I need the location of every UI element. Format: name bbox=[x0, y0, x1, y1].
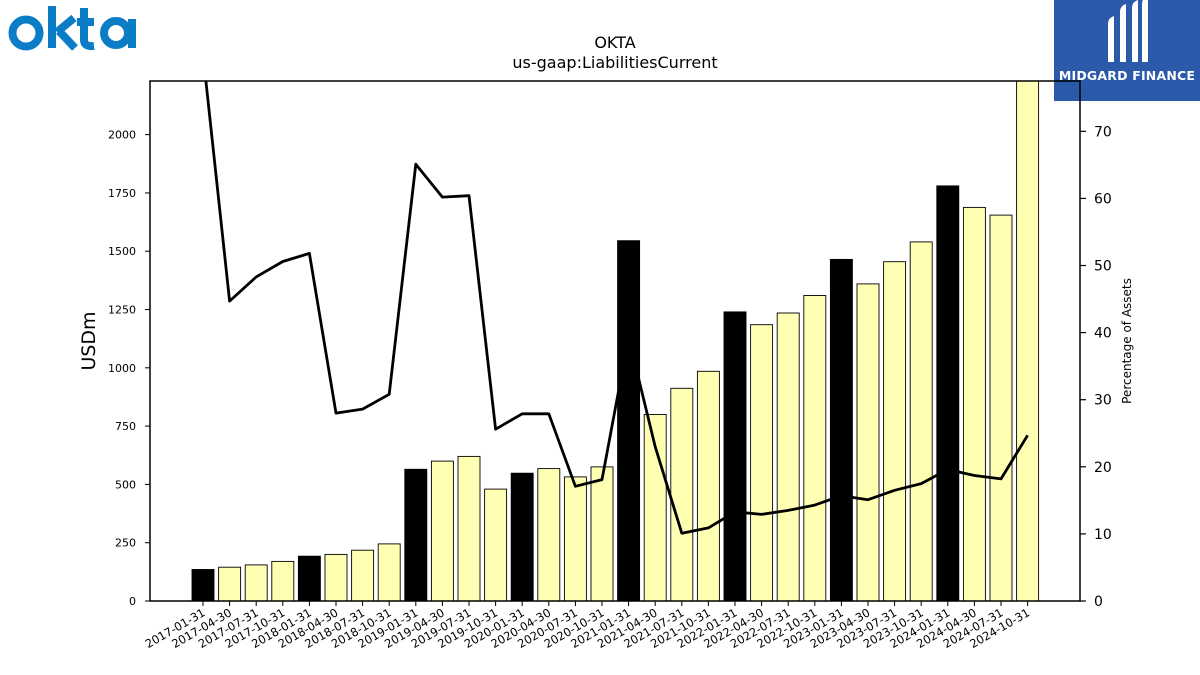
chart-subtitle: us-gaap:LiabilitiesCurrent bbox=[512, 53, 717, 72]
y-tick-label: 500 bbox=[115, 478, 136, 491]
bar bbox=[191, 569, 215, 601]
y-tick-label: 1000 bbox=[108, 362, 136, 375]
y-axis-left: 0 250 500 750 1000 1250 1500 1750 2000 bbox=[108, 129, 150, 608]
y-tick-label: 1750 bbox=[108, 187, 136, 200]
okta-logo bbox=[8, 6, 136, 51]
bar bbox=[271, 560, 295, 601]
bar bbox=[377, 543, 401, 601]
y-axis-label: USDm bbox=[78, 311, 100, 370]
bar bbox=[510, 472, 534, 601]
bar bbox=[723, 311, 747, 601]
y2-tick-label: 70 bbox=[1094, 124, 1112, 140]
bar bbox=[484, 488, 508, 601]
y2-axis-label: Percentage of Assets bbox=[1120, 278, 1134, 404]
bar bbox=[430, 460, 454, 601]
okta-logo-k-arm bbox=[54, 14, 78, 51]
bar bbox=[457, 455, 481, 601]
y-tick-label: 2000 bbox=[108, 129, 136, 142]
bar bbox=[351, 549, 375, 601]
y-axis-right: 0 10 20 30 40 50 60 70 bbox=[1080, 124, 1112, 610]
bar bbox=[829, 258, 853, 601]
y2-tick-label: 10 bbox=[1094, 527, 1112, 543]
bar bbox=[297, 555, 321, 601]
midgard-finance-wordmark: MIDGARD FINANCE bbox=[1058, 68, 1196, 83]
bar bbox=[537, 468, 561, 601]
y-tick-label: 1500 bbox=[108, 245, 136, 258]
bar bbox=[856, 283, 880, 601]
y-tick-label: 750 bbox=[115, 420, 136, 433]
bar bbox=[750, 324, 774, 601]
bar bbox=[989, 214, 1013, 601]
bar bbox=[696, 370, 720, 601]
bar bbox=[883, 261, 907, 601]
y2-tick-label: 60 bbox=[1094, 191, 1112, 207]
y2-tick-label: 40 bbox=[1094, 326, 1112, 342]
y2-tick-label: 30 bbox=[1094, 393, 1112, 409]
y2-tick-label: 0 bbox=[1094, 594, 1103, 610]
bar bbox=[218, 566, 242, 601]
chart-title: OKTA bbox=[594, 33, 635, 52]
bar bbox=[590, 466, 614, 601]
okta-logo-o bbox=[8, 15, 44, 51]
percentage-line bbox=[204, 81, 1029, 535]
bar bbox=[244, 564, 268, 601]
bar bbox=[563, 476, 587, 601]
bar bbox=[670, 387, 694, 601]
line-series bbox=[204, 81, 1029, 535]
bar bbox=[803, 295, 827, 601]
bar bbox=[962, 206, 986, 601]
bar bbox=[1016, 81, 1040, 601]
bar bbox=[324, 553, 348, 601]
okta-logo-k-stem bbox=[48, 6, 56, 48]
bar bbox=[404, 468, 428, 601]
bar bbox=[776, 312, 800, 601]
y2-tick-label: 50 bbox=[1094, 259, 1112, 275]
bar bbox=[936, 185, 960, 601]
bar bbox=[617, 240, 641, 601]
bar-series bbox=[191, 81, 1040, 601]
midgard-emblem-icon bbox=[1108, 0, 1148, 62]
x-axis: 2017-01-312017-04-302017-07-312017-10-31… bbox=[143, 601, 1032, 651]
plot-frame bbox=[149, 80, 1081, 602]
y-tick-label: 0 bbox=[129, 595, 136, 608]
y2-tick-label: 20 bbox=[1094, 460, 1112, 476]
okta-logo-t bbox=[77, 8, 95, 51]
midgard-finance-logo: MIDGARD FINANCE bbox=[1054, 0, 1200, 101]
bar bbox=[909, 241, 933, 601]
y-tick-label: 250 bbox=[115, 537, 136, 550]
y-tick-label: 1250 bbox=[108, 304, 136, 317]
